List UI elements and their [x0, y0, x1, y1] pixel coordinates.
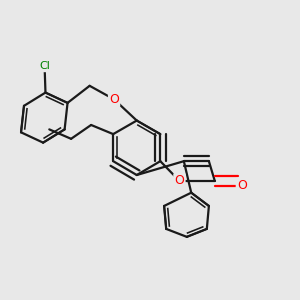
Text: O: O: [175, 174, 184, 188]
Text: Cl: Cl: [39, 61, 50, 71]
Text: O: O: [109, 93, 119, 106]
Text: O: O: [237, 179, 247, 192]
